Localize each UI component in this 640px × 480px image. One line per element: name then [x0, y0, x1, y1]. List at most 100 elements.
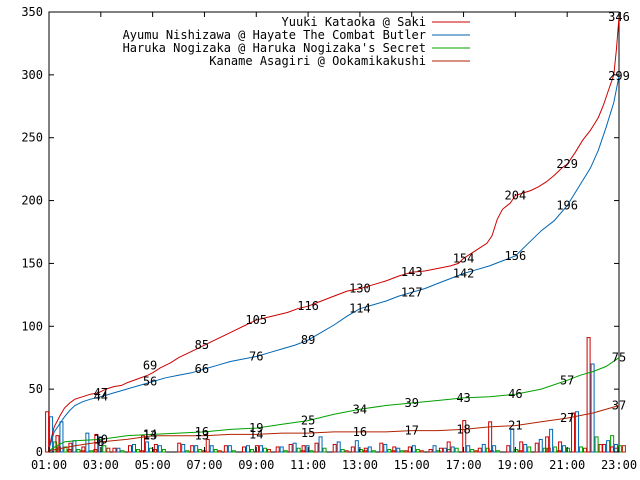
bar-3 — [148, 447, 153, 453]
bar-3 — [340, 448, 345, 453]
data-label-2: 66 — [195, 362, 209, 376]
bar-3 — [213, 448, 218, 453]
bar-1 — [68, 442, 73, 453]
bar-3 — [63, 446, 68, 453]
bar-2 — [575, 411, 580, 453]
bar-3 — [102, 445, 107, 453]
data-label-4: 15 — [301, 426, 315, 440]
bar-1 — [609, 446, 614, 453]
bar-3 — [566, 447, 571, 453]
bar-1 — [488, 421, 493, 453]
bar-2 — [354, 440, 359, 453]
data-label-3: 25 — [301, 414, 315, 428]
bar-1 — [177, 442, 182, 453]
bar-3 — [76, 448, 81, 453]
bar-1 — [223, 445, 228, 453]
data-label-2: 156 — [505, 249, 527, 263]
bar-3 — [485, 447, 490, 453]
x-tick-label: 11:00 — [290, 458, 326, 472]
bar-3 — [262, 447, 267, 453]
bar-1 — [55, 435, 60, 453]
bar-1 — [153, 443, 158, 453]
bar-3 — [579, 446, 584, 453]
axes: 0 50 100 150 200 250 300 350 01:00 03:00 05:00 07:0… — [21, 5, 637, 472]
bar-2 — [396, 447, 401, 453]
bar-4 — [419, 450, 424, 453]
data-label-1: 229 — [556, 157, 578, 171]
data-label-4: 21 — [508, 419, 522, 433]
bar-3 — [542, 447, 547, 453]
bar-3 — [400, 450, 405, 453]
bar-2 — [292, 442, 297, 453]
bar-1 — [288, 443, 293, 453]
bar-1 — [438, 447, 443, 453]
bar-3 — [553, 446, 558, 453]
bar-2 — [181, 443, 186, 453]
x-tick-label: 01:00 — [31, 458, 67, 472]
y-tick-label: 100 — [21, 319, 43, 333]
bar-1 — [350, 446, 355, 453]
data-label-3: 75 — [612, 351, 626, 365]
bar-1 — [128, 445, 132, 453]
bar-2 — [411, 445, 416, 453]
x-tick-label: 07:00 — [186, 458, 222, 472]
series-line-4 — [48, 405, 620, 452]
x-tick-label: 03:00 — [83, 458, 119, 472]
bar-4 — [621, 445, 626, 453]
bar-3 — [496, 450, 501, 453]
bar-1 — [586, 337, 591, 453]
bar-1 — [602, 443, 607, 453]
bar-3 — [89, 450, 94, 453]
data-label-3: 46 — [508, 387, 522, 401]
bar-2 — [606, 440, 611, 453]
data-label-2: 196 — [556, 199, 578, 213]
bar-3 — [309, 450, 314, 453]
x-tick-label: 17:00 — [445, 458, 481, 472]
bar-3 — [514, 448, 519, 453]
data-label-3: 10 — [94, 432, 108, 446]
bar-2 — [538, 438, 543, 453]
bar-4 — [217, 450, 222, 453]
bar-2 — [116, 447, 121, 453]
data-label-4: 18 — [456, 422, 470, 436]
bar-2 — [481, 443, 486, 453]
bar-3 — [617, 445, 622, 453]
bar-1 — [81, 446, 86, 453]
x-tick-label: 21:00 — [549, 458, 585, 472]
data-label-1: 85 — [195, 338, 209, 352]
x-tick-label: 09:00 — [238, 458, 274, 472]
bar-4 — [266, 448, 271, 453]
bar-1 — [506, 445, 511, 453]
bar-2 — [466, 445, 471, 453]
bar-4 — [404, 450, 409, 453]
bar-1 — [571, 412, 576, 453]
bar-3 — [527, 446, 532, 453]
data-label-4: 14 — [249, 427, 263, 441]
bar-1 — [392, 446, 397, 453]
data-label-1: 346 — [608, 10, 630, 24]
bar-1 — [545, 436, 550, 453]
data-label-2: 89 — [301, 333, 315, 347]
data-label-4: 16 — [353, 425, 367, 439]
bar-3 — [371, 450, 376, 453]
bar-2 — [279, 446, 284, 453]
bar-1 — [428, 448, 433, 453]
bar-1 — [379, 442, 384, 453]
x-tick-label: 13:00 — [342, 458, 378, 472]
y-tick-label: 200 — [21, 194, 43, 208]
bar-4 — [106, 447, 111, 453]
bar-2 — [318, 436, 323, 453]
data-label-2: 127 — [401, 285, 423, 299]
bar-2 — [85, 432, 90, 453]
data-label-2: 142 — [453, 266, 475, 280]
bar-1 — [112, 447, 117, 453]
bar-1 — [205, 438, 210, 453]
bar-2 — [258, 445, 263, 453]
bar-3 — [415, 448, 420, 453]
data-label-4: 8 — [97, 435, 104, 449]
bar-3 — [136, 448, 140, 453]
y-tick-label: 300 — [21, 68, 43, 82]
data-label-1: 47 — [94, 386, 108, 400]
legend-label-1: Yuuki Kataoka @ Saki — [282, 15, 427, 29]
